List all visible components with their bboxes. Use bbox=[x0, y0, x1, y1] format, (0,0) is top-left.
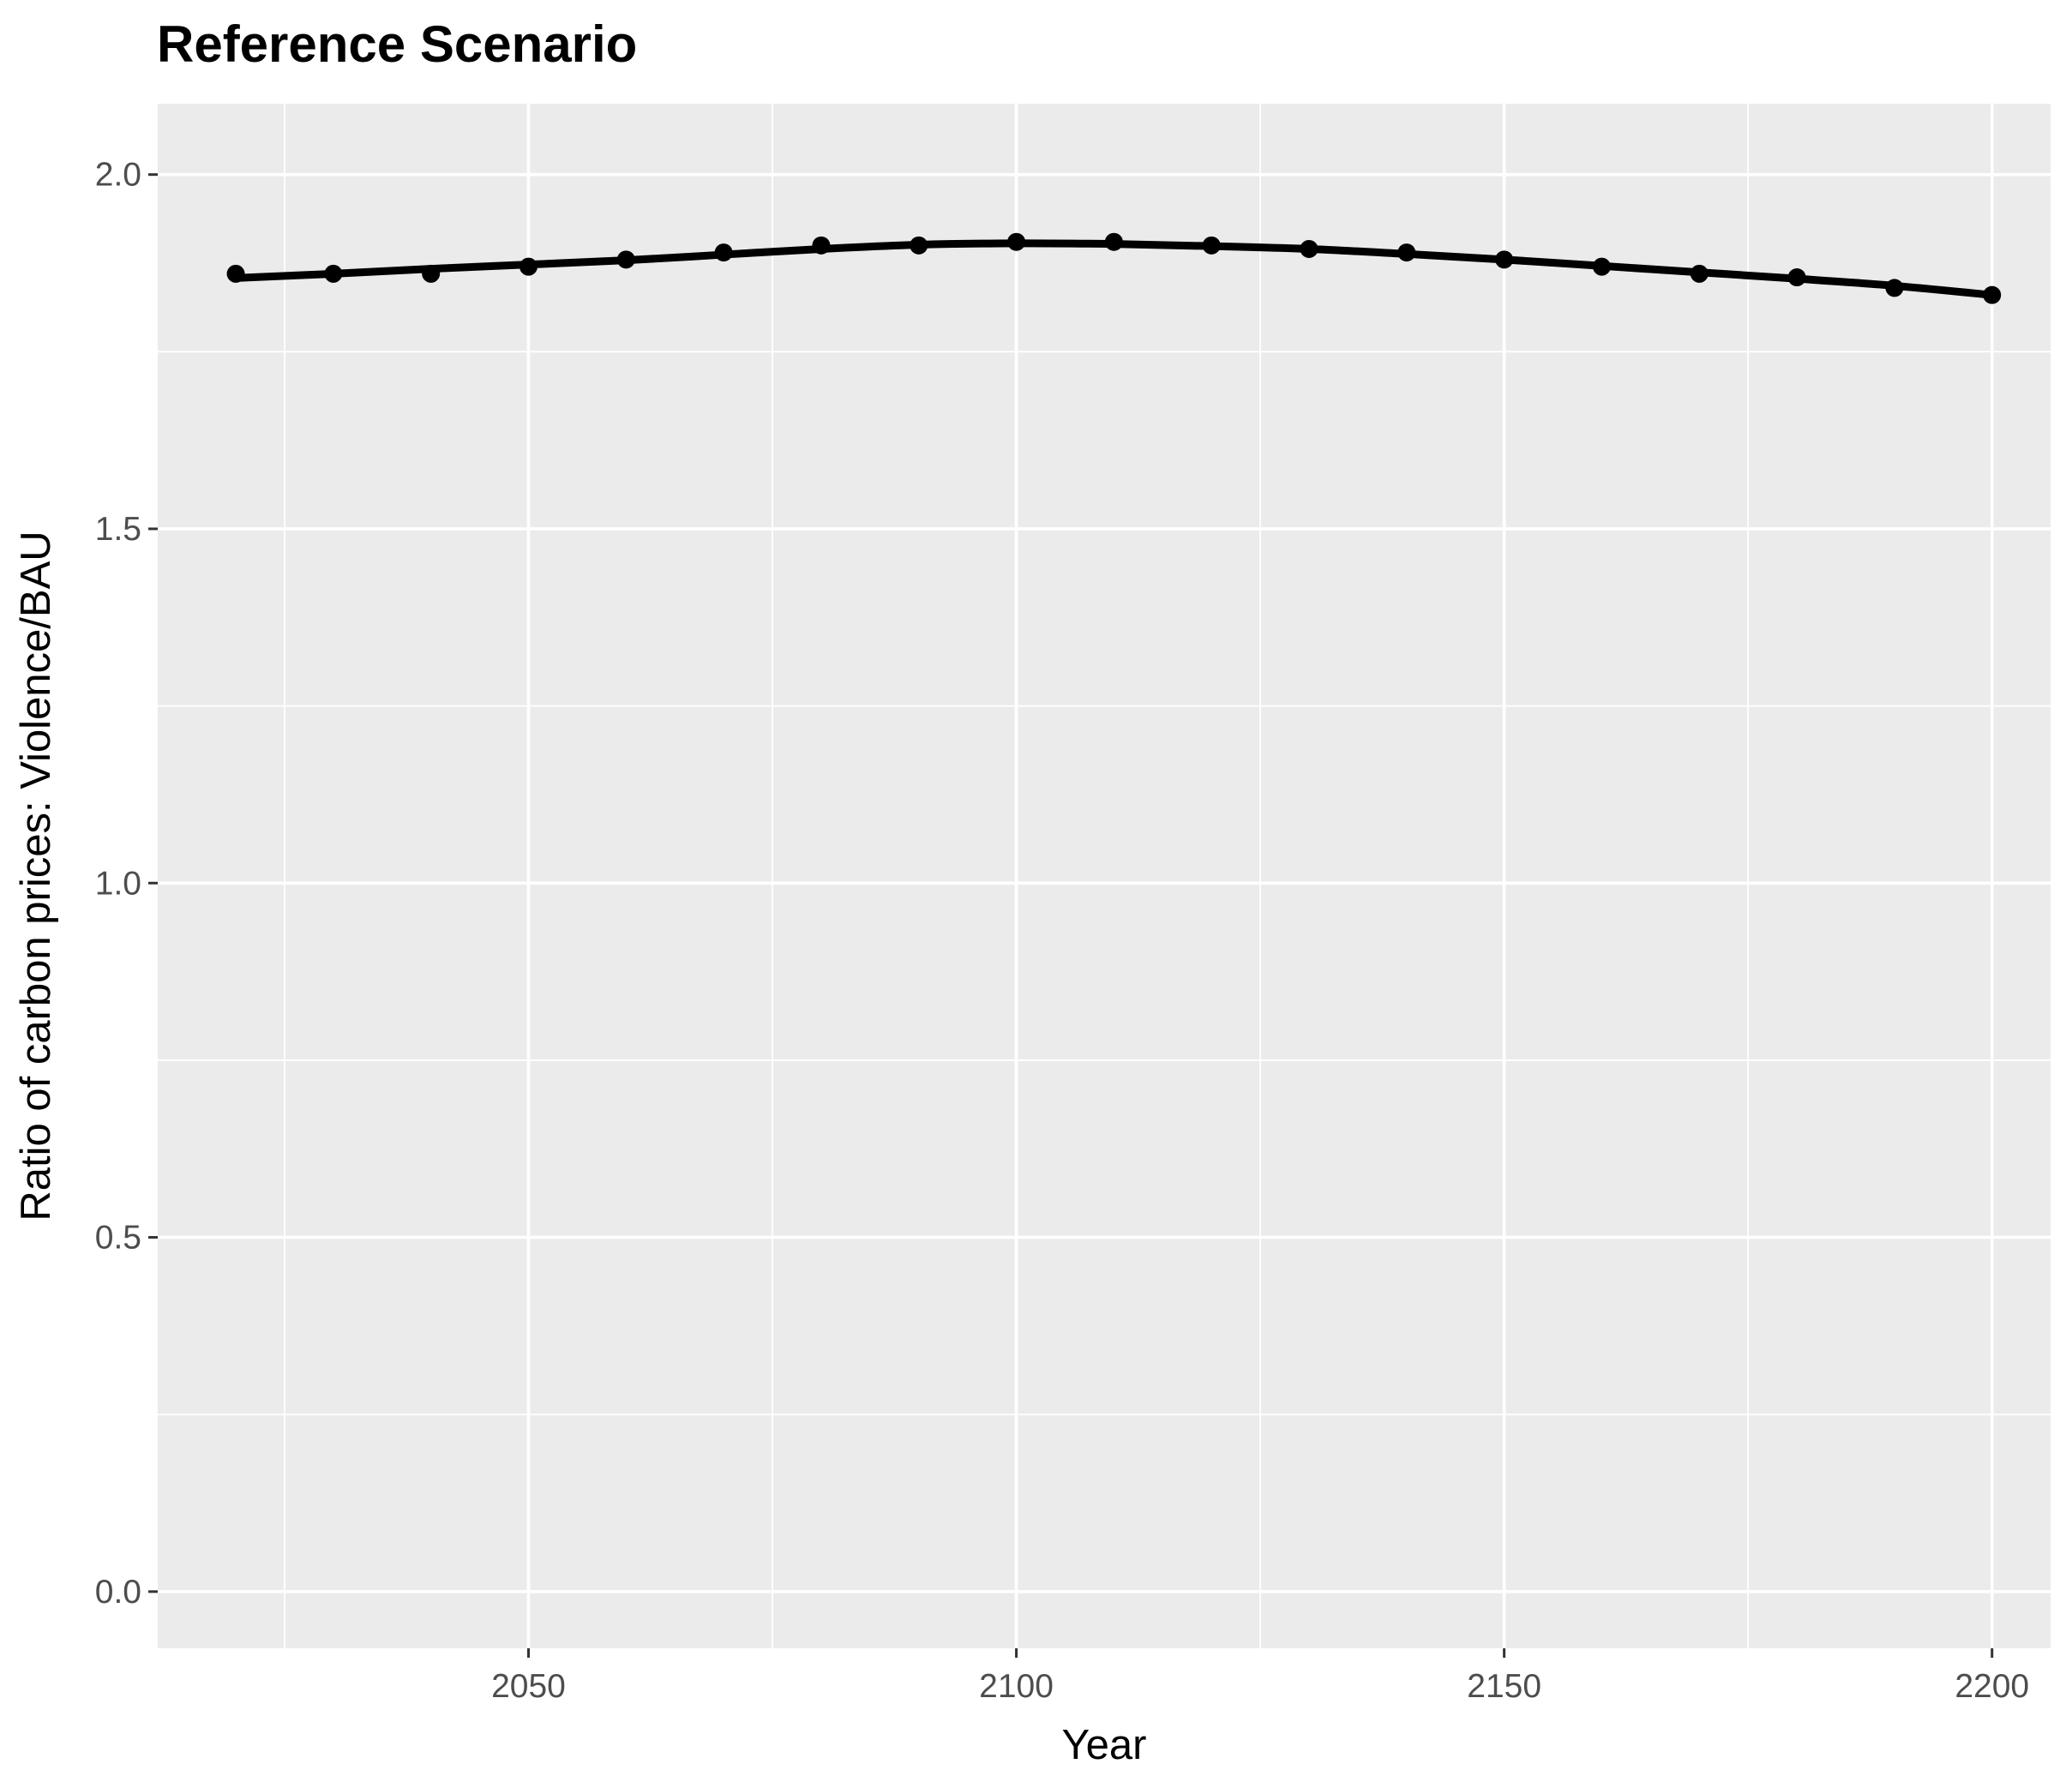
data-point bbox=[1104, 232, 1123, 251]
data-point bbox=[910, 236, 928, 255]
axis-ticks: 0.0 0.5 1.0 1.5 2.0 2050 2100 2150 2200 bbox=[95, 157, 2029, 1705]
data-point bbox=[226, 264, 245, 283]
data-point bbox=[1495, 250, 1514, 269]
data-point bbox=[1885, 279, 1904, 297]
data-point bbox=[1300, 239, 1318, 258]
data-point bbox=[1787, 268, 1806, 287]
data-point bbox=[1202, 236, 1221, 255]
data-point bbox=[812, 236, 831, 255]
data-point bbox=[714, 243, 733, 262]
data-point bbox=[519, 257, 538, 276]
data-point bbox=[1007, 232, 1026, 251]
x-tick-label: 2150 bbox=[1467, 1668, 1541, 1705]
data-series bbox=[226, 232, 2002, 304]
data-point bbox=[616, 250, 635, 269]
gridlines bbox=[158, 104, 2051, 1648]
y-tick-label: 2.0 bbox=[95, 157, 141, 194]
chart-title: Reference Scenario bbox=[157, 15, 637, 73]
data-point bbox=[422, 264, 441, 283]
data-point bbox=[1983, 285, 2002, 304]
data-point bbox=[1592, 257, 1611, 276]
y-axis-title: Ratio of carbon prices: Violence/BAU bbox=[13, 531, 59, 1221]
plot-panel bbox=[158, 104, 2051, 1648]
x-tick-label: 2050 bbox=[491, 1668, 566, 1705]
data-point bbox=[1690, 264, 1709, 283]
x-tick-label: 2100 bbox=[979, 1668, 1054, 1705]
x-tick-label: 2200 bbox=[1955, 1668, 2029, 1705]
y-tick-label: 1.5 bbox=[95, 511, 141, 548]
data-point bbox=[1397, 243, 1416, 262]
data-point bbox=[324, 264, 343, 283]
y-tick-label: 1.0 bbox=[95, 865, 141, 902]
y-tick-label: 0.5 bbox=[95, 1220, 141, 1257]
y-tick-label: 0.0 bbox=[95, 1574, 141, 1611]
x-axis-title: Year bbox=[1061, 1722, 1146, 1768]
